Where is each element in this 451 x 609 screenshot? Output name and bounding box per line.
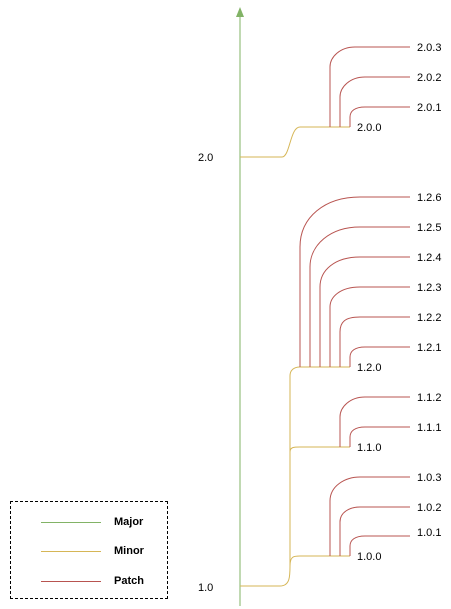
minor-branches — [240, 126, 350, 587]
major-axis-arrowhead — [236, 7, 244, 17]
patch-2-0-2 — [339, 76, 410, 127]
patch-1-0-3 — [329, 476, 410, 556]
minor-branch-2-0 — [240, 126, 350, 158]
legend-item-minor: Minor — [11, 542, 167, 562]
minor-branch-1-x — [240, 366, 350, 587]
label-1-2-2: 1.2.2 — [417, 312, 441, 324]
patch-branches — [299, 46, 410, 556]
patch-1-2-3 — [329, 286, 410, 367]
label-1-2-6: 1.2.6 — [417, 192, 441, 204]
label-1-1-0: 1.1.0 — [357, 442, 381, 454]
patch-1-2-2 — [339, 316, 410, 367]
legend-item-patch: Patch — [11, 572, 167, 592]
label-1-2-0: 1.2.0 — [357, 362, 381, 374]
legend-label-major: Major — [114, 516, 144, 528]
patch-2-0-1 — [349, 106, 410, 127]
label-1-2-1: 1.2.1 — [417, 342, 441, 354]
patch-1-2-4 — [319, 256, 410, 367]
legend-swatch-major — [41, 522, 101, 523]
patch-2-0-3 — [329, 46, 410, 127]
label-major-1-0: 1.0 — [198, 582, 213, 594]
patch-1-2-6 — [299, 196, 410, 367]
label-2-0-0: 2.0.0 — [357, 122, 381, 134]
patch-1-2-5 — [309, 226, 410, 367]
legend-item-major: Major — [11, 513, 167, 533]
minor-branch-1-1 — [289, 446, 350, 453]
label-1-0-1: 1.0.1 — [417, 527, 441, 539]
patch-1-1-2 — [339, 396, 410, 447]
legend-label-minor: Minor — [114, 545, 144, 557]
patch-1-0-1 — [349, 535, 410, 556]
legend-swatch-patch — [41, 581, 101, 582]
legend: Major Minor Patch — [10, 501, 168, 599]
label-1-2-5: 1.2.5 — [417, 222, 441, 234]
label-1-0-0: 1.0.0 — [357, 551, 381, 563]
label-1-2-3: 1.2.3 — [417, 282, 441, 294]
label-1-0-2: 1.0.2 — [417, 502, 441, 514]
label-1-1-1: 1.1.1 — [417, 422, 441, 434]
patch-1-2-1 — [349, 346, 410, 367]
label-2-0-2: 2.0.2 — [417, 72, 441, 84]
label-2-0-1: 2.0.1 — [417, 102, 441, 114]
label-major-2-0: 2.0 — [198, 152, 213, 164]
patch-1-0-2 — [339, 506, 410, 556]
label-1-1-2: 1.1.2 — [417, 392, 441, 404]
patch-1-1-1 — [349, 426, 410, 447]
label-2-0-3: 2.0.3 — [417, 42, 441, 54]
legend-swatch-minor — [41, 551, 101, 552]
label-1-0-3: 1.0.3 — [417, 472, 441, 484]
label-1-2-4: 1.2.4 — [417, 252, 441, 264]
minor-branch-1-0 — [289, 555, 350, 567]
legend-label-patch: Patch — [114, 575, 144, 587]
